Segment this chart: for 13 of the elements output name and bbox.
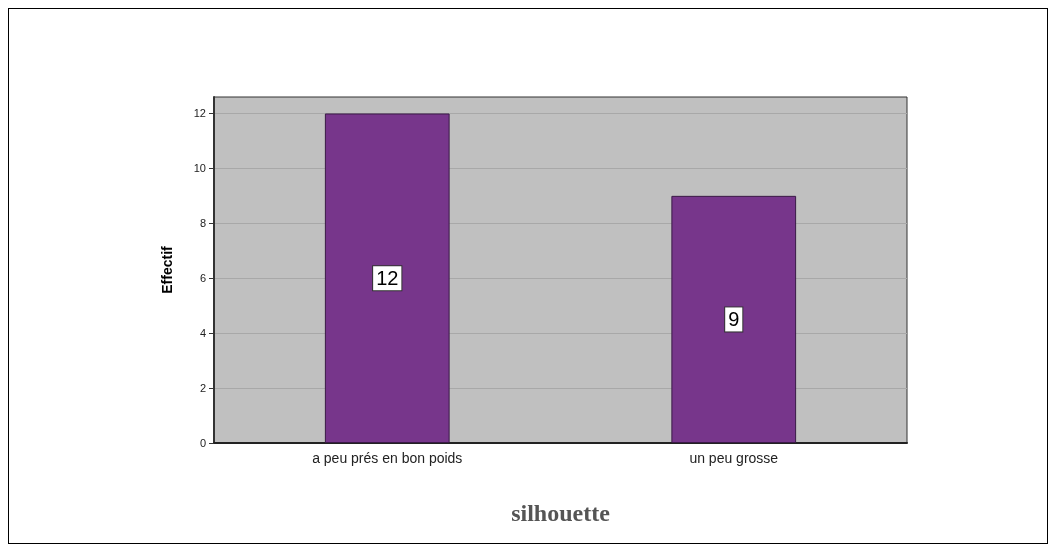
x-axis-title: silhouette bbox=[511, 500, 611, 526]
y-tick-label: 8 bbox=[199, 217, 206, 230]
x-tick-label: un peu grosse bbox=[689, 450, 779, 466]
y-tick-label: 10 bbox=[193, 162, 206, 175]
y-tick-label: 0 bbox=[199, 437, 206, 449]
y-tick-label: 2 bbox=[199, 382, 206, 395]
y-tick-label: 12 bbox=[193, 107, 206, 120]
y-tick-label: 6 bbox=[199, 272, 206, 285]
y-axis-title: Effectif bbox=[159, 245, 175, 294]
data-label: 12 bbox=[376, 267, 399, 290]
data-label: 9 bbox=[728, 308, 740, 331]
y-tick-label: 4 bbox=[199, 327, 206, 340]
x-tick-label: a peu prés en bon poids bbox=[312, 450, 463, 466]
